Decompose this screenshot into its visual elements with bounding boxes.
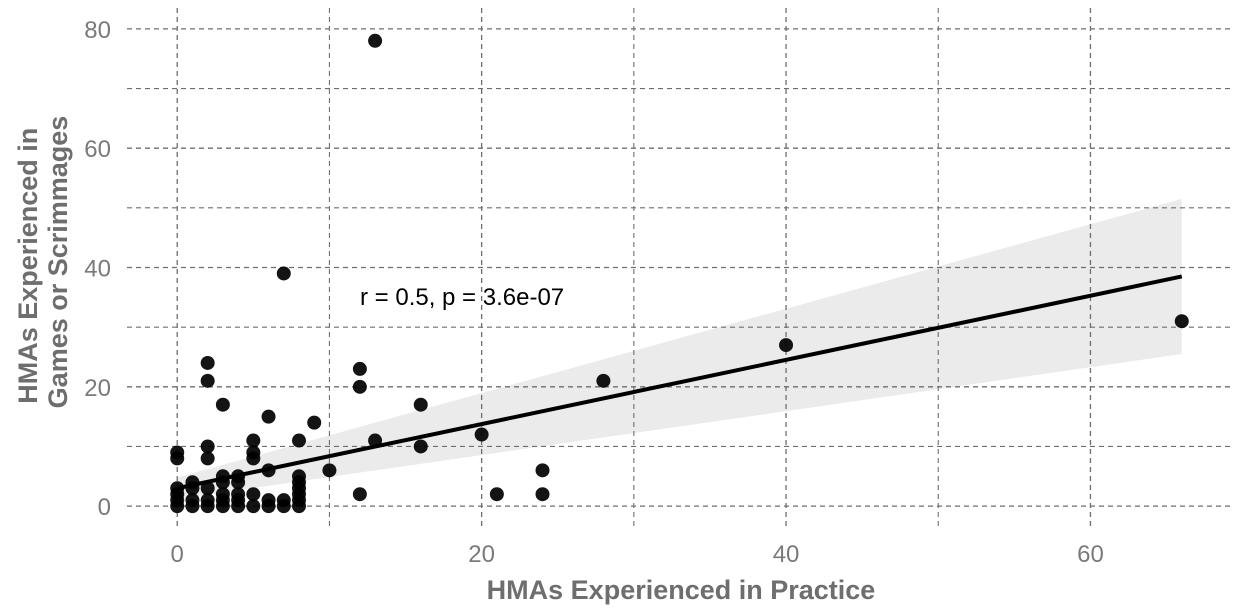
tick-labels-layer: 0 20 40 60 0 20 40 60 80 xyxy=(84,17,1104,568)
data-point xyxy=(200,439,215,454)
data-point xyxy=(246,487,261,502)
data-point xyxy=(246,433,261,448)
data-point xyxy=(261,493,276,508)
regression-line xyxy=(176,274,1183,491)
y-tick-label: 80 xyxy=(84,17,111,44)
y-tick-label: 40 xyxy=(84,256,111,283)
data-point xyxy=(596,373,611,388)
data-point xyxy=(231,469,246,484)
x-tick-label: 0 xyxy=(171,541,184,568)
data-point xyxy=(200,373,215,388)
data-point xyxy=(352,487,367,502)
data-point xyxy=(368,433,383,448)
data-point xyxy=(307,415,322,430)
data-point xyxy=(170,445,185,460)
grid-layer xyxy=(127,8,1232,530)
y-axis-title-line-1: HMAs Experienced in xyxy=(13,128,43,404)
x-tick-label: 60 xyxy=(1077,541,1104,568)
data-point xyxy=(200,355,215,370)
data-point xyxy=(200,493,215,508)
data-point xyxy=(352,361,367,376)
data-point xyxy=(368,33,383,48)
data-point xyxy=(779,338,794,353)
data-point xyxy=(200,451,215,466)
data-point xyxy=(215,397,230,412)
data-point xyxy=(474,427,489,442)
data-point xyxy=(276,493,291,508)
data-point xyxy=(215,487,230,502)
y-tick-label: 20 xyxy=(84,375,111,402)
data-point xyxy=(185,493,200,508)
y-tick-label: 60 xyxy=(84,136,111,163)
y-axis-title: HMAs Experienced in Games or Scrimmages xyxy=(13,116,73,409)
data-point xyxy=(535,487,550,502)
data-point xyxy=(215,469,230,484)
points-layer xyxy=(170,33,1189,514)
x-axis-title: HMAs Experienced in Practice xyxy=(487,575,876,605)
data-point xyxy=(413,397,428,412)
data-point xyxy=(276,266,291,281)
annotation-text: r = 0.5, p = 3.6e-07 xyxy=(360,284,564,311)
y-tick-label: 0 xyxy=(98,494,111,521)
data-point xyxy=(261,409,276,424)
data-point xyxy=(1174,314,1189,329)
data-point xyxy=(535,463,550,478)
data-point xyxy=(322,463,337,478)
data-point xyxy=(231,487,246,502)
x-tick-label: 40 xyxy=(773,541,800,568)
x-tick-label: 20 xyxy=(468,541,495,568)
data-point xyxy=(291,433,306,448)
data-point xyxy=(413,439,428,454)
data-point xyxy=(352,379,367,394)
data-point xyxy=(291,469,306,484)
data-point xyxy=(170,481,185,496)
data-point xyxy=(489,487,504,502)
data-point xyxy=(200,481,215,496)
confidence-band xyxy=(177,198,1182,499)
data-point xyxy=(185,475,200,490)
data-point xyxy=(246,445,261,460)
confidence-band-layer xyxy=(177,198,1182,499)
data-point xyxy=(261,463,276,478)
data-point xyxy=(246,499,261,514)
y-axis-title-line-2: Games or Scrimmages xyxy=(43,116,73,409)
fit-line-layer xyxy=(176,274,1183,491)
